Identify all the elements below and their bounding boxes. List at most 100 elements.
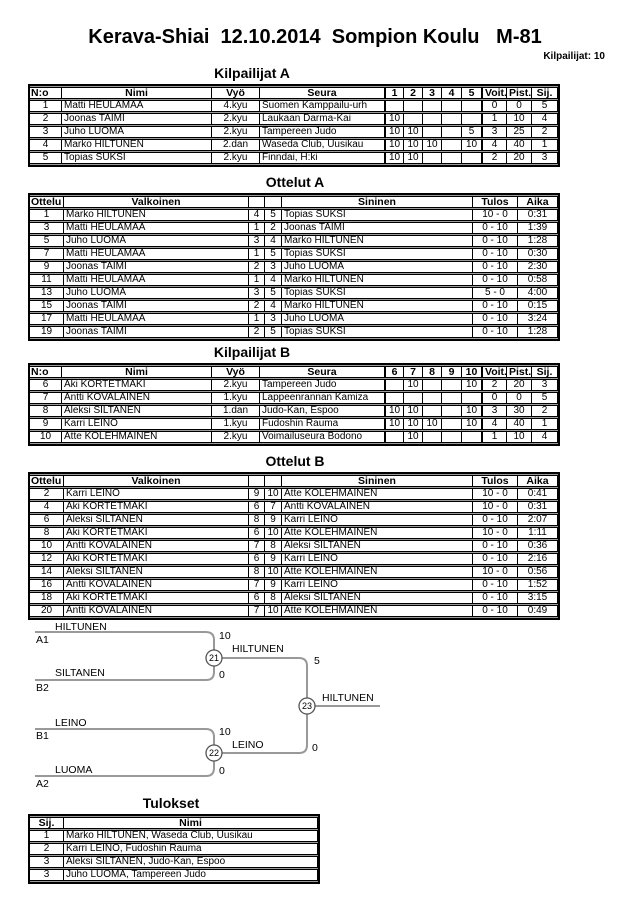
competitor-name: Marko HILTUNEN	[62, 139, 212, 151]
header-row: Sij. Nimi	[30, 817, 318, 829]
blue-number: 8	[265, 540, 282, 552]
bracket-line-b2	[35, 666, 215, 681]
match-number: 15	[30, 300, 64, 312]
white-name: Aki KORTETMÄKI	[64, 527, 249, 539]
score-cell	[423, 392, 442, 404]
result-cell: 0 - 10	[473, 540, 518, 552]
points-cell: 10	[507, 431, 532, 443]
white-number: 1	[249, 313, 265, 325]
score-cell	[423, 379, 442, 391]
white-number: 3	[249, 287, 265, 299]
points-cell: 20	[507, 379, 532, 391]
sf1-top-name: HILTUNEN	[55, 622, 107, 633]
final-winner-name: HILTUNEN	[322, 692, 374, 704]
competitor-number: 3	[30, 126, 62, 138]
blue-name: Juho LUOMA	[282, 313, 473, 325]
score-cell: 10	[404, 379, 423, 391]
col-header-white-no	[249, 475, 265, 487]
col-header-opp7: 7	[404, 366, 423, 378]
col-header-name: Nimi	[64, 817, 318, 829]
blue-name: Juho LUOMA	[282, 261, 473, 273]
col-header-opp2: 2	[404, 87, 423, 99]
match-number: 2	[30, 488, 64, 500]
score-cell	[442, 379, 462, 391]
match-row: 4 Aki KORTETMÄKI 6 7 Antti KOVALAINEN 10…	[30, 501, 558, 513]
col-header-blue: Sininen	[282, 196, 473, 208]
competitor-number: 4	[30, 139, 62, 151]
result-cell: 0 - 10	[473, 261, 518, 273]
match-number: 5	[30, 235, 64, 247]
col-header-name: Nimi	[62, 366, 212, 378]
matches-b-heading: Ottelut B	[265, 453, 325, 469]
result-row: 2 Karri LEINO, Fudoshin Rauma	[30, 843, 318, 855]
white-number: 7	[249, 540, 265, 552]
col-header-opp3: 3	[423, 87, 442, 99]
competitor-belt: 2.dan	[212, 139, 260, 151]
time-cell: 3:24	[518, 313, 558, 325]
time-cell: 1:28	[518, 235, 558, 247]
result-cell: 0 - 10	[473, 235, 518, 247]
match-row: 12 Aki KORTETMÄKI 6 9 Karri LEINO 0 - 10…	[30, 553, 558, 565]
score-cell	[423, 126, 442, 138]
wins-cell: 4	[482, 139, 507, 151]
rank-cell: 1	[532, 418, 558, 430]
blue-number: 10	[265, 527, 282, 539]
matches-a-table: Ottelu Valkoinen Sininen Tulos Aika 1 Ma…	[28, 193, 560, 341]
blue-number: 9	[265, 579, 282, 591]
competitor-row: 8 Aleksi SILTANEN 1.dan Judo-Kan, Espoo …	[30, 405, 558, 417]
result-cell: 10 - 0	[473, 566, 518, 578]
col-header-points: Pist.	[507, 366, 532, 378]
match-number: 14	[30, 566, 64, 578]
bracket-line-a2	[35, 761, 215, 777]
sf2-winner-name: LEINO	[232, 739, 264, 751]
col-header-result: Tulos	[473, 475, 518, 487]
blue-number: 2	[265, 222, 282, 234]
blue-name: Atte KOLEHMAINEN	[282, 605, 473, 617]
competitor-name: Juho LUOMA	[62, 126, 212, 138]
match-row: 17 Matti HEULAMAA 1 3 Juho LUOMA 0 - 10 …	[30, 313, 558, 325]
col-header-name: Nimi	[62, 87, 212, 99]
sf1-bottom-name: SILTANEN	[55, 667, 105, 679]
match-21-badge	[205, 649, 223, 667]
time-cell: 2:30	[518, 261, 558, 273]
result-cell: 0 - 10	[473, 326, 518, 338]
matches-a-heading: Ottelut A	[265, 174, 325, 190]
rank-cell: 2	[532, 405, 558, 417]
white-name: Juho LUOMA	[64, 287, 249, 299]
score-cell	[385, 100, 404, 112]
bracket-line-b1	[35, 728, 215, 745]
result-name: Juho LUOMA, Tampereen Judo	[64, 869, 318, 881]
col-header-club: Seura	[260, 366, 385, 378]
competitor-club: Tampereen Judo	[260, 379, 385, 391]
col-header-no: N:o	[30, 366, 62, 378]
white-number: 8	[249, 566, 265, 578]
time-cell: 0:36	[518, 540, 558, 552]
col-header-rank: Sij.	[30, 817, 64, 829]
wins-cell: 2	[482, 152, 507, 164]
competitors-b-table: N:o Nimi Vyö Seura 6 7 8 9 10 Voit. Pist…	[28, 363, 560, 446]
match-number: 6	[30, 514, 64, 526]
match-number: 16	[30, 579, 64, 591]
competitor-row: 3 Juho LUOMA 2.kyu Tampereen Judo 10 10 …	[30, 126, 558, 138]
competitor-club: Lappeenrannan Kamiza	[260, 392, 385, 404]
col-header-opp9: 9	[442, 366, 462, 378]
blue-name: Topias SUKSI	[282, 287, 473, 299]
competitor-club: Waseda Club, Uusikau	[260, 139, 385, 151]
white-name: Aki KORTETMÄKI	[64, 501, 249, 513]
blue-name: Topias SUKSI	[282, 248, 473, 260]
blue-number: 9	[265, 514, 282, 526]
score-cell	[442, 113, 462, 125]
competitor-name: Matti HEULAMAA	[62, 100, 212, 112]
result-rank: 2	[30, 843, 64, 855]
time-cell: 0:30	[518, 248, 558, 260]
col-header-opp1: 1	[385, 87, 404, 99]
wins-cell: 3	[482, 405, 507, 417]
competitor-name: Joonas TAIMI	[62, 113, 212, 125]
time-cell: 1:28	[518, 326, 558, 338]
match-row: 19 Joonas TAIMI 2 5 Topias SUKSI 0 - 10 …	[30, 326, 558, 338]
col-header-opp5: 5	[462, 87, 482, 99]
competitor-row: 4 Marko HILTUNEN 2.dan Waseda Club, Uusi…	[30, 139, 558, 151]
competitor-belt: 2.kyu	[212, 126, 260, 138]
result-rank: 3	[30, 869, 64, 881]
white-name: Matti HEULAMAA	[64, 274, 249, 286]
